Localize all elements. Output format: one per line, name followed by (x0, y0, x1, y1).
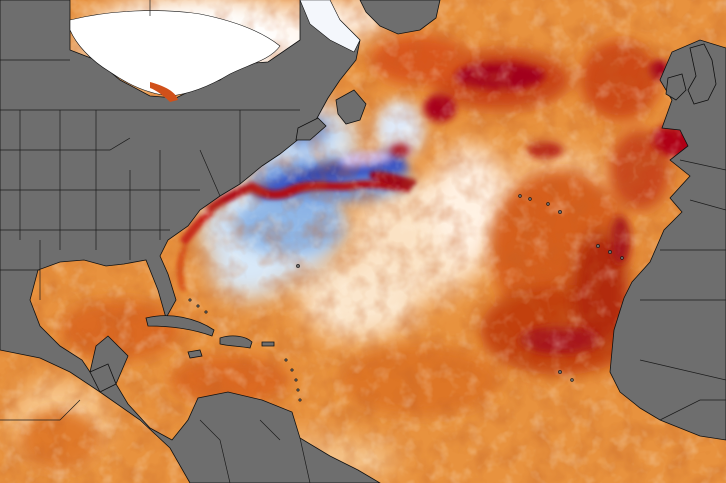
hudson-bay (69, 10, 281, 97)
north-america (0, 0, 381, 483)
hudson-bay-warm-edge (150, 82, 178, 102)
newfoundland (335, 89, 367, 125)
ireland (665, 73, 687, 101)
yucatan (89, 363, 117, 393)
great-britain (687, 43, 717, 105)
cuba (145, 315, 215, 337)
nova-scotia (295, 117, 327, 141)
small-islands (188, 194, 624, 402)
hispaniola (219, 335, 253, 349)
jamaica (187, 349, 203, 359)
greenland (359, 0, 441, 35)
labrador-sea-ice (299, 0, 361, 53)
puerto-rico (261, 341, 275, 347)
